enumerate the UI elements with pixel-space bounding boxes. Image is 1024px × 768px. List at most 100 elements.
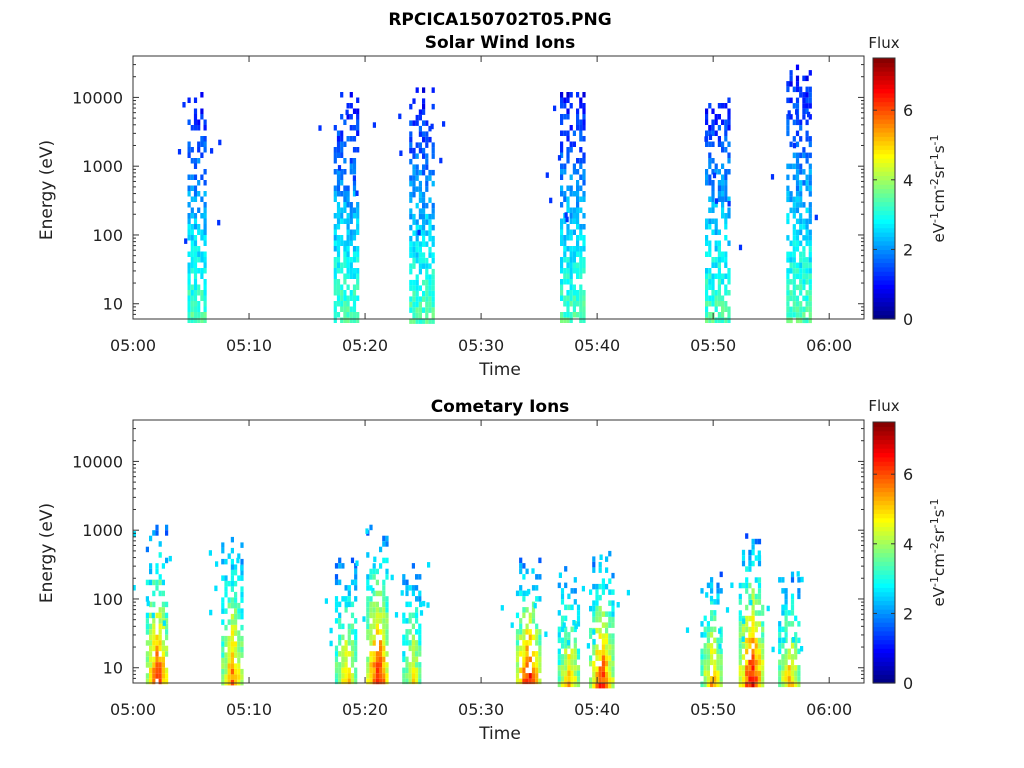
spectrogram-cell [333, 312, 337, 318]
spectrogram-cell [193, 240, 198, 246]
spectrogram-cell [573, 681, 577, 688]
spectrogram-cell [700, 648, 704, 655]
spectrogram-cell [786, 284, 790, 291]
spectrogram-cell [349, 290, 353, 296]
spectrogram-cell [569, 207, 573, 213]
spectrogram-cell [757, 648, 762, 655]
spectrogram-cell [193, 290, 198, 296]
spectrogram-cell [515, 640, 520, 646]
spectrogram-cell [714, 163, 718, 169]
spectrogram-cell [382, 607, 386, 613]
spectrogram-cell [582, 246, 586, 252]
spectrogram-cell [576, 240, 580, 246]
spectrogram-cell [589, 589, 593, 595]
spectrogram-cell [705, 301, 709, 307]
colorbar-swatch [873, 535, 895, 541]
spectrogram-cell [802, 75, 806, 82]
spectrogram-cell [193, 97, 198, 103]
x-axis-label: Time [478, 360, 521, 380]
spectrogram-cell [431, 208, 435, 214]
spectrogram-cell [422, 109, 426, 115]
spectrogram-cell [340, 152, 344, 158]
spectrogram-cell [608, 655, 612, 661]
colorbar-swatch [873, 613, 895, 619]
spectrogram-cell [708, 284, 712, 290]
spectrogram-cell [716, 643, 720, 649]
spectrogram-cell [601, 649, 605, 656]
spectrogram-cell [560, 163, 564, 169]
spectrogram-cell [601, 638, 605, 645]
colorbar-swatch [873, 582, 895, 588]
spectrogram-cell [808, 229, 812, 236]
spectrogram-cell [412, 213, 416, 220]
spectrogram-cell [425, 136, 429, 143]
spectrogram-cell [334, 596, 339, 602]
spectrogram-cell [802, 268, 806, 274]
spectrogram-cell [582, 306, 586, 312]
spectrogram-cell [599, 554, 603, 560]
spectrogram-cell [711, 185, 715, 191]
spectrogram-cell [792, 86, 796, 93]
spectrogram-cell [333, 257, 337, 263]
spectrogram-cell [611, 633, 615, 639]
spectrogram-cell [748, 670, 752, 677]
spectrogram-cell [576, 670, 581, 677]
spectrogram-cell [608, 677, 612, 683]
spectrogram-cell [352, 108, 357, 114]
spectrogram-cell [576, 158, 580, 164]
spectrogram-cell [799, 279, 803, 285]
spectrogram-cell [418, 640, 422, 646]
spectrogram-cell [605, 660, 609, 667]
spectrogram-cell [187, 218, 191, 224]
spectrogram-cell [408, 640, 412, 646]
spectrogram-cell [598, 666, 602, 672]
spectrogram-cell [573, 588, 577, 594]
spectrogram-cell [402, 667, 406, 674]
colorbar-swatch [873, 474, 895, 480]
spectrogram-cell [754, 681, 758, 688]
spectrogram-cell [132, 585, 136, 591]
spectrogram-cell [525, 640, 529, 646]
spectrogram-cell [333, 273, 337, 279]
spectrogram-cell [595, 682, 599, 689]
spectrogram-cell [431, 268, 435, 275]
spectrogram-cell [203, 125, 207, 131]
spectrogram-cell [576, 169, 580, 175]
spectrogram-cell [572, 268, 576, 274]
colorbar-tick-label: 6 [903, 101, 913, 120]
spectrogram-cell [572, 191, 576, 197]
spectrogram-cell [710, 676, 714, 682]
spectrogram-cell [705, 130, 709, 136]
spectrogram-cell [592, 671, 596, 678]
spectrogram-cell [350, 678, 355, 685]
spectrogram-cell [193, 191, 198, 197]
spectrogram-cell [560, 670, 565, 677]
spectrogram-cell [190, 246, 194, 252]
spectrogram-cell [375, 629, 379, 635]
spectrogram-cell [573, 599, 577, 605]
colorbar-swatch [873, 626, 895, 632]
spectrogram-cell [721, 191, 725, 197]
spectrogram-cell [510, 622, 514, 628]
spectrogram-cell [161, 601, 165, 608]
spectrogram-cell [412, 312, 416, 319]
spectrogram-cell [721, 202, 725, 208]
spectrogram-cell [569, 141, 573, 147]
spectrogram-cell [595, 605, 599, 612]
spectrogram-cell [563, 163, 567, 169]
spectrogram-cell [748, 555, 752, 561]
burst-3 [355, 524, 404, 685]
spectrogram-cell [338, 612, 342, 619]
spectrogram-cell [535, 629, 539, 635]
spectrogram-cell [605, 655, 609, 661]
spectrogram-cell [344, 678, 348, 685]
spectrogram-cell [710, 577, 714, 583]
spectrogram-cell [566, 640, 571, 646]
colorbar-tick-label: 0 [903, 310, 913, 329]
spectrogram-cell [349, 218, 353, 224]
spectrogram-cell [757, 550, 761, 556]
spectrogram-cell [717, 240, 721, 246]
spectrogram-cell [152, 667, 156, 674]
spectrogram-cell [557, 676, 561, 682]
spectrogram-cell [155, 673, 159, 679]
